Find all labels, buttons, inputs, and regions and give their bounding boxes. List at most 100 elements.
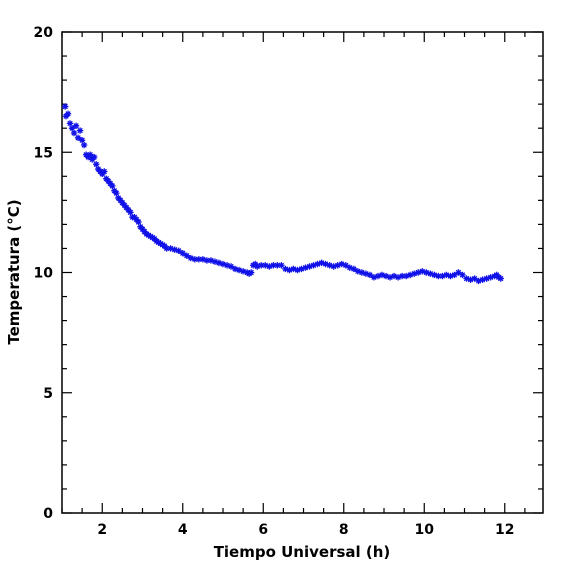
x-tick-label: 6 — [258, 522, 268, 538]
data-point — [390, 272, 398, 280]
data-point — [72, 122, 80, 129]
data-point — [302, 264, 309, 271]
data-point — [113, 189, 120, 197]
data-point — [354, 268, 362, 275]
data-point — [402, 272, 410, 280]
data-point — [127, 209, 134, 216]
data-point — [109, 182, 116, 190]
data-point — [231, 265, 239, 273]
data-point — [455, 269, 462, 276]
data-point — [471, 275, 478, 282]
data-point — [135, 218, 142, 226]
data-point — [358, 269, 366, 276]
data-point — [101, 168, 108, 175]
data-point — [423, 269, 430, 276]
x-tick-label: 4 — [178, 522, 188, 538]
y-tick-label: 15 — [34, 145, 53, 161]
data-point — [211, 258, 219, 265]
data-point — [270, 262, 277, 269]
x-tick-label: 8 — [339, 522, 349, 538]
data-point — [286, 266, 293, 274]
data-point — [467, 276, 474, 283]
data-point — [338, 260, 345, 268]
plot-frame — [61, 31, 544, 514]
data-point — [419, 268, 426, 275]
data-point — [274, 262, 281, 269]
data-point — [239, 268, 247, 275]
data-point — [406, 271, 414, 279]
data-point — [318, 259, 325, 267]
x-tick-label: 10 — [415, 522, 435, 538]
data-point — [447, 272, 454, 280]
data-point — [258, 262, 265, 269]
data-point — [435, 272, 442, 280]
y-tick-label: 0 — [43, 506, 53, 522]
data-point — [66, 120, 74, 127]
data-point — [290, 265, 297, 273]
data-point — [374, 272, 382, 280]
data-point — [93, 161, 100, 168]
data-point — [175, 247, 182, 255]
data-point — [431, 271, 438, 279]
data-point — [415, 269, 422, 276]
data-point — [370, 274, 378, 281]
data-point — [62, 103, 69, 110]
data-point — [80, 141, 88, 149]
data-point — [74, 134, 82, 142]
data-point — [70, 129, 78, 137]
x-tick-label: 12 — [495, 522, 514, 538]
data-point — [479, 276, 486, 283]
data-point — [382, 272, 390, 280]
data-point — [487, 274, 494, 281]
data-point — [68, 125, 76, 132]
data-point — [294, 266, 301, 274]
data-point — [187, 254, 195, 262]
data-point — [362, 270, 370, 277]
data-point — [463, 275, 470, 282]
data-point — [342, 262, 349, 269]
y-tick-label: 10 — [34, 266, 54, 282]
tick-labels: 2 4 6 8 10 12 0 5 10 15 20 — [34, 25, 515, 538]
data-point — [310, 262, 317, 269]
data-point — [86, 151, 94, 158]
data-point — [282, 265, 289, 273]
data-point — [386, 274, 394, 281]
data-point — [207, 257, 215, 264]
axis-ticks — [61, 31, 543, 514]
data-point — [475, 277, 482, 285]
data-point — [350, 265, 358, 273]
y-tick-label: 5 — [43, 386, 53, 402]
data-points — [62, 103, 504, 285]
data-point — [195, 256, 203, 263]
data-point — [330, 263, 337, 270]
data-point — [191, 256, 199, 263]
data-point — [314, 260, 321, 268]
data-point — [266, 263, 273, 270]
y-tick-label: 20 — [34, 25, 54, 41]
data-point — [366, 271, 374, 279]
data-point — [443, 271, 450, 279]
data-point — [227, 263, 235, 270]
data-point — [346, 264, 353, 271]
data-point — [322, 260, 329, 268]
data-point — [394, 274, 402, 281]
data-point — [78, 137, 86, 144]
x-axis-label: Tiempo Universal (h) — [214, 543, 391, 561]
data-point — [223, 262, 231, 269]
data-point — [278, 262, 285, 269]
y-axis-label: Temperatura (°C) — [5, 199, 23, 344]
data-point — [179, 250, 186, 257]
data-point — [398, 272, 406, 280]
data-point — [76, 127, 84, 134]
data-point — [334, 262, 341, 269]
data-point — [483, 275, 490, 282]
x-tick-label: 2 — [97, 522, 107, 538]
data-point — [199, 256, 207, 263]
data-point — [378, 271, 386, 279]
data-point — [247, 269, 255, 276]
data-point — [427, 270, 434, 277]
data-point — [163, 245, 170, 252]
data-point — [215, 259, 223, 267]
data-point — [459, 271, 466, 279]
data-point — [91, 153, 98, 161]
